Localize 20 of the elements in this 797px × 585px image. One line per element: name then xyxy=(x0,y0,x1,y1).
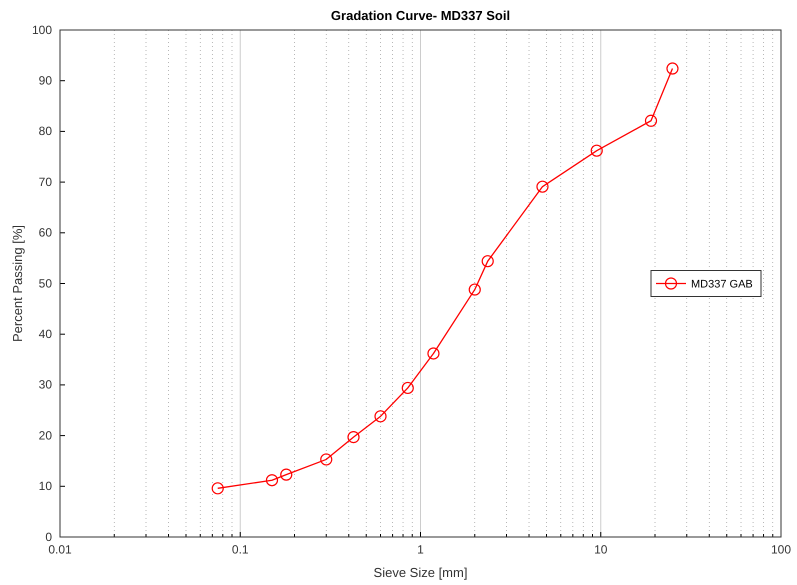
y-tick-label: 90 xyxy=(38,74,52,88)
y-tick-label: 30 xyxy=(38,378,52,392)
y-tick-label: 0 xyxy=(45,530,52,544)
y-tick-label: 40 xyxy=(38,327,52,342)
y-tick-label: 70 xyxy=(38,174,52,189)
legend-label: MD337 GAB xyxy=(691,278,753,290)
x-tick-label: 100 xyxy=(770,542,792,557)
y-tick-label: 20 xyxy=(38,428,52,442)
y-tick-label: 10 xyxy=(38,479,52,494)
x-axis-title: Sieve Size [mm] xyxy=(374,565,468,580)
y-tick-label: 80 xyxy=(38,124,52,138)
chart-title: Gradation Curve- MD337 Soil xyxy=(330,8,510,23)
y-tick-label: 100 xyxy=(32,22,52,37)
y-axis-title: Percent Passing [%] xyxy=(10,224,25,342)
x-tick-label: 0.01 xyxy=(48,542,72,557)
x-tick-label: 10 xyxy=(594,542,608,557)
y-tick-label: 60 xyxy=(38,226,52,240)
x-tick-label: 0.1 xyxy=(232,542,249,557)
y-tick-label: 50 xyxy=(38,276,52,290)
x-tick-label: 1 xyxy=(417,542,424,557)
